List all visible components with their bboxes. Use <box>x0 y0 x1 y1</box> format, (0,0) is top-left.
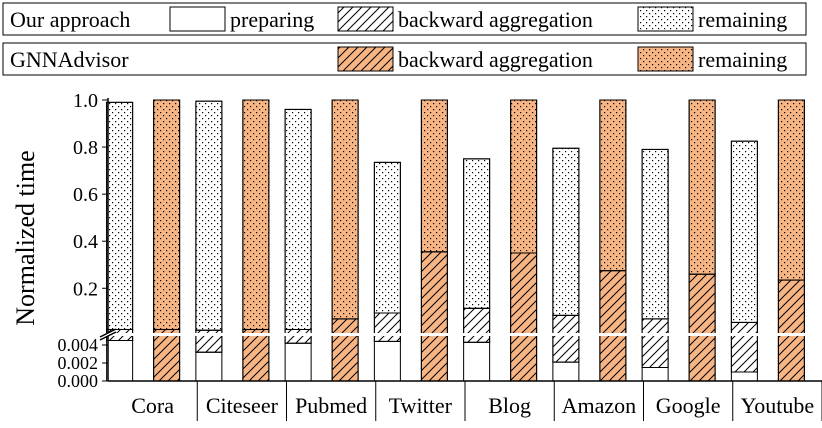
y-tick-label-upper-0: 0.2 <box>73 278 98 300</box>
y-tick-label-upper-4: 1.0 <box>73 90 98 112</box>
bar-ours-remaining-1-pattern <box>196 101 222 330</box>
bar-gnn-backward-5-pattern <box>600 271 626 381</box>
bar-gnn-backward-4-pattern <box>511 253 537 381</box>
bar-ours-backward-7-pattern <box>731 322 757 372</box>
x-tick-label-6: Google <box>656 393 721 418</box>
bar-ours-backward-3-pattern <box>374 313 400 341</box>
bar-ours-preparing-4 <box>464 342 490 381</box>
bar-gnn-remaining-0-pattern <box>154 100 180 329</box>
legend-label-gnnadvisor: GNNAdvisor <box>10 47 129 72</box>
legend-text-remaining-ours: remaining <box>698 7 787 32</box>
y-tick-label-lower-2: 0.004 <box>58 335 99 355</box>
bar-ours-preparing-7 <box>731 372 757 381</box>
y-tick-label-lower-0: 0.000 <box>58 371 99 391</box>
y-tick-label-upper-3: 0.8 <box>73 137 98 159</box>
bar-ours-remaining-0-pattern <box>107 102 133 329</box>
y-tick-label-upper-2: 0.6 <box>73 184 98 206</box>
bar-gnn-remaining-4-pattern <box>511 100 537 253</box>
bar-gnn-backward-3-pattern <box>421 252 447 381</box>
x-tick-label-5: Amazon <box>562 393 637 418</box>
bar-ours-remaining-3-pattern <box>374 162 400 313</box>
bar-ours-preparing-5 <box>553 362 579 381</box>
bar-ours-remaining-5-pattern <box>553 148 579 315</box>
bar-ours-backward-2-pattern <box>285 329 311 343</box>
bar-gnn-remaining-3-pattern <box>421 100 447 252</box>
legend-swatch-remaining-gnn-dots <box>638 47 693 71</box>
x-tick-label-1: Citeseer <box>206 393 279 418</box>
bar-gnn-remaining-7-pattern <box>778 100 804 280</box>
y-tick-label-lower-1: 0.002 <box>58 353 99 373</box>
bar-ours-backward-5-pattern <box>553 315 579 362</box>
bar-ours-remaining-7-pattern <box>731 141 757 322</box>
bar-ours-remaining-4-pattern <box>464 159 490 308</box>
legend-text-preparing: preparing <box>230 7 314 32</box>
bar-gnn-remaining-5-pattern <box>600 100 626 271</box>
bar-ours-preparing-1 <box>196 352 222 381</box>
legend-text-backward-ours: backward aggregation <box>398 7 593 32</box>
legend-label-our-approach: Our approach <box>10 7 130 32</box>
x-tick-label-3: Twitter <box>389 393 453 418</box>
bar-ours-preparing-2 <box>285 343 311 381</box>
legend-our-approach: Our approach preparing backward aggregat… <box>3 3 806 35</box>
x-tick-label-7: Youtube <box>741 393 815 418</box>
bar-ours-remaining-6-pattern <box>642 149 668 318</box>
legend-swatch-backward-ours-hatch <box>338 7 393 31</box>
bar-ours-remaining-2-pattern <box>285 109 311 329</box>
bar-gnn-remaining-1-pattern <box>243 100 269 329</box>
x-tick-label-2: Pubmed <box>295 393 367 418</box>
bar-ours-backward-6-pattern <box>642 319 668 368</box>
bar-ours-preparing-0 <box>107 341 133 382</box>
bar-gnn-backward-6-pattern <box>689 274 715 381</box>
legend-text-backward-gnn: backward aggregation <box>398 47 593 72</box>
bar-gnn-backward-2-pattern <box>332 319 358 381</box>
y-axis-title: Normalized time <box>11 150 40 325</box>
axis-break-gap <box>98 333 822 336</box>
bar-gnn-remaining-2-pattern <box>332 100 358 319</box>
bar-ours-preparing-3 <box>374 341 400 381</box>
y-tick-label-upper-1: 0.4 <box>73 231 98 253</box>
bar-ours-backward-4-pattern <box>464 308 490 342</box>
bar-gnn-backward-0-pattern <box>154 329 180 381</box>
legend-swatch-remaining-ours-dots <box>638 7 693 31</box>
bar-ours-preparing-6 <box>642 368 668 382</box>
x-tick-label-0: Cora <box>131 393 174 418</box>
legend-gnnadvisor: GNNAdvisor backward aggregation remainin… <box>3 43 806 75</box>
bar-gnn-remaining-6-pattern <box>689 100 715 274</box>
bar-gnn-backward-7-pattern <box>778 280 804 381</box>
bar-gnn-backward-1-pattern <box>243 329 269 381</box>
x-tick-label-4: Blog <box>488 393 531 418</box>
legend-swatch-preparing <box>170 7 225 31</box>
legend-text-remaining-gnn: remaining <box>698 47 787 72</box>
legend-swatch-backward-gnn-hatch <box>338 47 393 71</box>
